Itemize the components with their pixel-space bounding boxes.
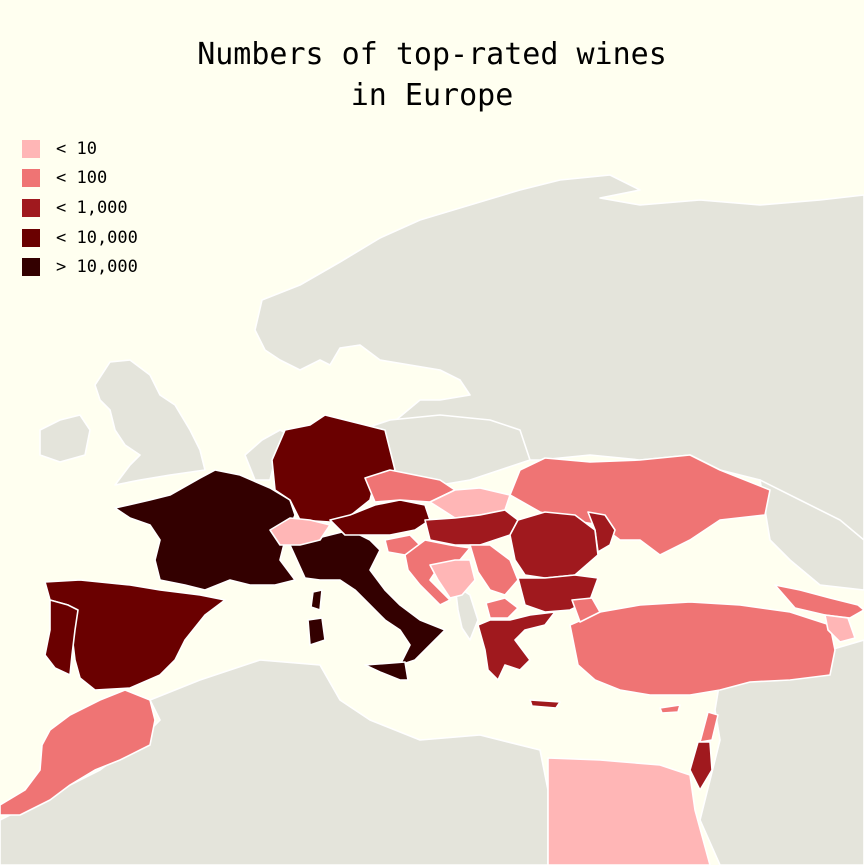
country-turkey-thrace [571,597,601,623]
legend-label: < 1,000 [56,197,128,218]
country-italy [289,529,446,666]
map-title: Numbers of top-rated wines in Europe [0,34,864,116]
country-greece [477,611,556,681]
legend-swatch [22,258,40,277]
legend-item: < 10,000 [22,223,138,253]
legend-swatch [22,169,40,188]
country-egypt [547,757,711,865]
title-line-1: Numbers of top-rated wines [197,37,667,72]
country-north-macedonia [485,597,519,619]
legend-item: < 10 [22,134,138,164]
country-switzerland [269,517,331,546]
land-caucasus [759,479,864,591]
legend: < 10 < 100 < 1,000 < 10,000 > 10,000 [22,134,138,282]
legend-label: > 10,000 [56,257,138,278]
country-france [114,469,296,591]
country-cyprus [659,704,681,714]
country-france-corsica [310,589,323,611]
country-israel [689,741,713,791]
country-lebanon [699,711,719,743]
land-albania [454,584,479,641]
legend-item: < 100 [22,164,138,194]
legend-label: < 10 [56,138,97,159]
legend-swatch [22,198,40,217]
land-ireland [39,414,91,463]
legend-item: > 10,000 [22,252,138,282]
country-turkey [569,601,836,696]
legend-label: < 100 [56,168,108,189]
country-bosnia [429,559,476,599]
countries [0,414,864,865]
country-romania [509,511,599,579]
country-georgia [774,584,864,619]
background-land [0,174,864,865]
title-line-2: in Europe [350,78,514,113]
legend-swatch [22,228,40,247]
country-italy-sicily [364,661,409,681]
land-britain [94,359,206,486]
legend-swatch [22,139,40,158]
legend-item: < 1,000 [22,193,138,223]
country-serbia [469,544,519,596]
country-greece-crete [529,699,561,709]
country-portugal [44,599,79,676]
legend-label: < 10,000 [56,227,138,248]
country-italy-sardinia [307,617,326,646]
country-hungary [424,509,519,546]
country-armenia [824,614,856,643]
country-morocco [0,689,156,816]
